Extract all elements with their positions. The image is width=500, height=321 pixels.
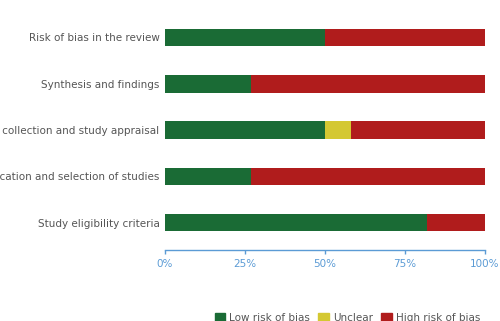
Bar <box>428 214 485 231</box>
Bar <box>165 29 325 46</box>
Bar <box>165 121 325 139</box>
Bar <box>325 121 350 139</box>
Bar <box>350 121 485 139</box>
Bar <box>165 214 427 231</box>
Bar <box>165 168 252 185</box>
Bar <box>252 168 485 185</box>
Bar <box>325 29 485 46</box>
Bar <box>252 75 485 92</box>
Legend: Low risk of bias, Unclear, High risk of bias: Low risk of bias, Unclear, High risk of … <box>210 308 484 321</box>
Bar <box>165 75 252 92</box>
